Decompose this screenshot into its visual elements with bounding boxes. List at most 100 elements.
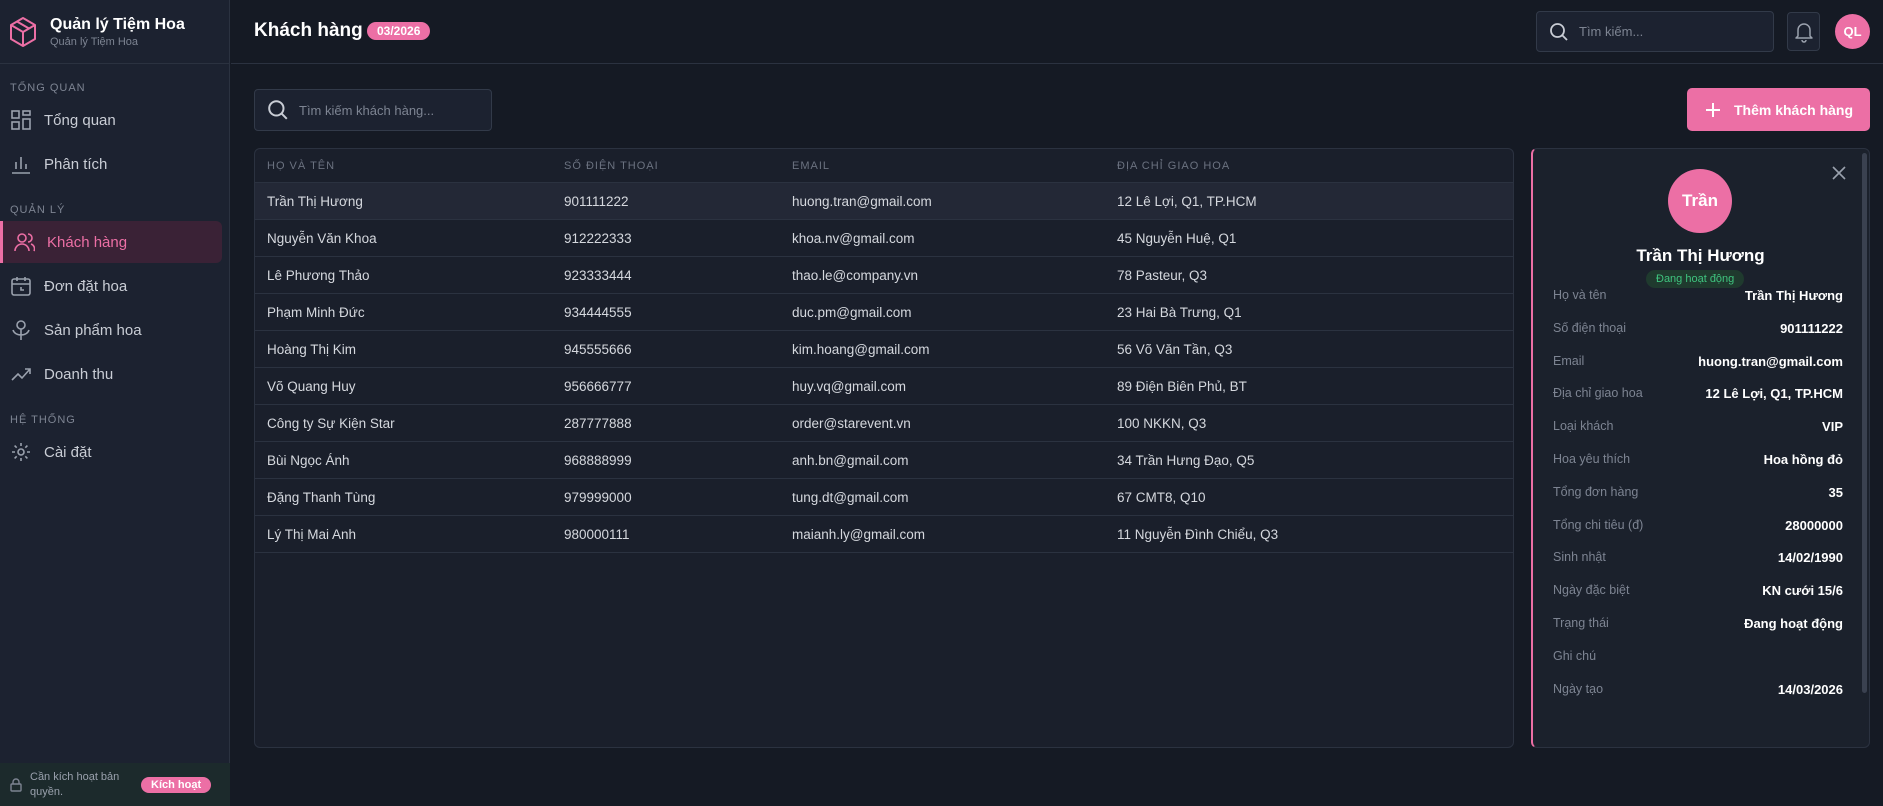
table-cell: 89 Điện Biên Phủ, BT [1117,378,1247,394]
brand: Quản lý Tiệm Hoa Quản lý Tiệm Hoa [0,0,230,64]
table-cell: 956666777 [564,378,632,394]
table-row[interactable]: Nguyễn Văn Khoa 912222333 khoa.nv@gmail.co… [255,220,1513,257]
brand-title: Quản lý Tiệm Hoa [50,16,185,33]
table-cell: Đặng Thanh Tùng [267,489,376,505]
nav-item[interactable]: Sản phẩm hoa [0,308,222,352]
table-cell: 78 Pasteur, Q3 [1117,267,1208,283]
nav-section-title: QUẢN LÝ [10,204,66,216]
field-label: Email [1553,353,1585,368]
detail-avatar: Trần [1668,169,1732,233]
table-row[interactable]: Lý Thị Mai Anh 980000111 maianh.ly@gmail.c… [255,516,1513,553]
table-cell: 12 Lê Lợi, Q1, TP.HCM [1117,193,1257,209]
bell-icon [1794,22,1813,43]
table-cell: 34 Trần Hưng Đạo, Q5 [1117,452,1255,468]
table-cell: 912222333 [564,230,632,246]
table-cell: 56 Võ Văn Tần, Q3 [1117,341,1233,357]
column-header: ĐỊA CHỈ GIAO HOA [1117,159,1231,172]
table-cell: 287777888 [564,415,632,431]
table-cell: khoa.nv@gmail.com [792,230,915,246]
table-cell: Phạm Minh Đức [267,304,365,320]
global-search[interactable]: Tìm kiếm... [1536,11,1774,52]
nav-item[interactable]: Khách hàng [0,221,222,263]
table-cell: tung.dt@gmail.com [792,489,909,505]
detail-name: Trần Thị Hương [1636,246,1765,265]
field-value: 901111222 [1780,320,1843,336]
table-cell: Lý Thị Mai Anh [267,526,357,542]
field-label: Sinh nhật [1553,550,1606,565]
table-cell: Trần Thị Hương [267,193,363,209]
field-value: 35 [1828,484,1843,500]
field-label: Hoa yêu thích [1553,452,1631,466]
field-label: Ghi chú [1553,648,1597,663]
activate-button[interactable]: Kích hoạt [141,776,212,793]
nav: TỔNG QUAN Tổng quan Phân tích QUẢN LÝ Khách … [0,64,230,474]
field-label: Địa chỉ giao hoa [1553,386,1643,401]
table-cell: kim.hoang@gmail.com [792,341,930,357]
table-row[interactable]: Lê Phương Thảo 923333444 thao.le@company.v… [255,257,1513,294]
table-cell: huy.vq@gmail.com [792,378,906,394]
column-header: SỐ ĐIỆN THOẠI [564,159,659,172]
nav-label: Cài đặt [44,443,92,461]
table-cell: anh.bn@gmail.com [792,452,909,468]
table-cell: 901111222 [564,193,629,209]
nav-label: Khách hàng [47,233,128,251]
detail-panel: Trần Trần Thị Hương Đang hoạt động Họ và… [1531,148,1870,748]
table-cell: Bùi Ngọc Ánh [267,452,350,468]
plus-icon [1705,102,1720,117]
field-label: Trạng thái [1553,616,1609,630]
table-cell: Hoàng Thị Kim [267,341,357,357]
nav-section-title: TỔNG QUAN [10,82,86,94]
table-row[interactable]: Phạm Minh Đức 934444555 duc.pm@gmail.com 23… [255,294,1513,331]
field-value: 28000000 [1785,517,1843,533]
header: Khách hàng 03/2026 Tìm kiếm... QL [231,0,1883,64]
nav-label: Sản phẩm hoa [44,321,142,339]
field-label: Loại khách [1553,419,1614,434]
notification-button[interactable] [1787,12,1820,51]
nav-icon [12,443,30,461]
table-cell: 11 Nguyễn Đình Chiểu, Q3 [1117,526,1279,542]
table-cell: duc.pm@gmail.com [792,304,912,320]
table-cell: 945555666 [564,341,632,357]
table-row[interactable]: Hoàng Thị Kim 945555666 kim.hoang@gmail.co… [255,331,1513,368]
table-row[interactable]: Võ Quang Huy 956666777 huy.vq@gmail.com 89 … [255,368,1513,405]
field-label: Tổng đơn hàng [1553,484,1639,499]
field-label: Ngày tạo [1553,681,1604,696]
nav-item[interactable]: Phân tích [0,142,222,186]
table-row[interactable]: Bùi Ngọc Ánh 968888999 anh.bn@gmail.com 34 … [255,442,1513,479]
table-cell: 100 NKKN, Q3 [1117,415,1207,431]
add-customer-button[interactable]: Thêm khách hàng [1687,88,1870,131]
nav-label: Phân tích [44,155,108,173]
field-label: Tổng chi tiêu (đ) [1553,517,1644,532]
table-cell: 980000111 [564,526,630,542]
nav-item[interactable]: Đơn đặt hoa [0,264,222,308]
table-cell: 67 CMT8, Q10 [1117,489,1206,505]
scrollbar[interactable] [1862,153,1867,693]
user-avatar[interactable]: QL [1835,14,1870,49]
field-value: 12 Lê Lợi, Q1, TP.HCM [1705,386,1843,402]
nav-icon [11,277,31,296]
customer-search[interactable]: Tìm kiếm khách hàng... [254,89,492,131]
nav-icon [11,110,31,130]
search-icon [1550,22,1568,41]
table-cell: 934444555 [564,304,632,320]
field-value: Hoa hồng đỏ [1763,452,1843,467]
close-button[interactable] [1831,165,1847,181]
search-placeholder: Tìm kiếm khách hàng... [299,102,435,118]
table-cell: Lê Phương Thảo [267,267,370,283]
table-row[interactable]: Đặng Thanh Tùng 979999000 tung.dt@gmail.co… [255,479,1513,516]
nav-item[interactable]: Doanh thu [0,352,222,396]
nav-label: Đơn đặt hoa [44,277,128,295]
nav-item[interactable]: Tổng quan [0,98,222,142]
table-header: HỌ VÀ TÊN SỐ ĐIỆN THOẠI EMAIL ĐỊA CHỈ GIAO … [255,149,1513,183]
table-cell: order@starevent.vn [792,415,911,431]
table-cell: 23 Hai Bà Trưng, Q1 [1117,304,1242,320]
nav-icon [14,233,35,252]
field-label: Họ và tên [1553,288,1607,302]
detail-status: Đang hoạt động [1646,270,1745,288]
table-row[interactable]: Trần Thị Hương 901111222 huong.tran@gmail.… [255,183,1513,220]
table-row[interactable]: Công ty Sự Kiện Star 287777888 order@stare… [255,405,1513,442]
nav-item[interactable]: Cài đặt [0,430,222,474]
nav-icon [12,157,30,174]
table-cell: 979999000 [564,489,632,505]
